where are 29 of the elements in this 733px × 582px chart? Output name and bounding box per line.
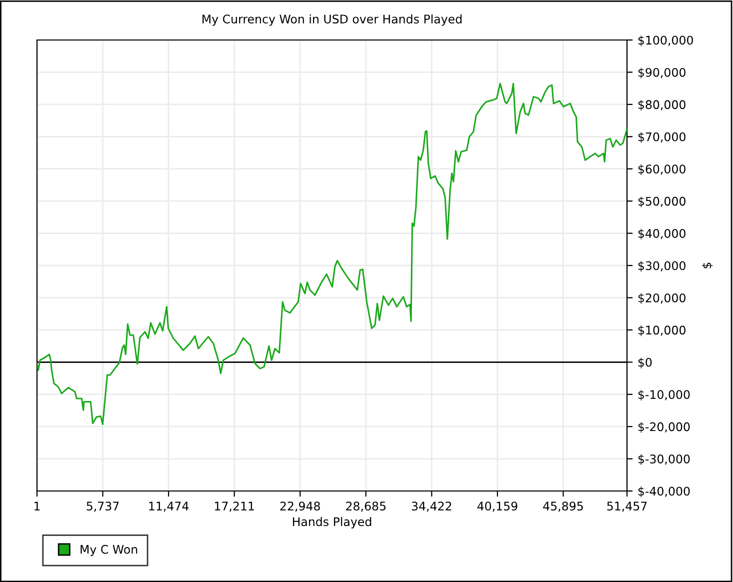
legend-label: My C Won: [80, 544, 138, 556]
y-tick-label: $10,000: [638, 325, 686, 336]
x-tick-label: 17,211: [214, 502, 254, 512]
y-tick-label: $-20,000: [638, 422, 690, 433]
y-tick-label: $80,000: [638, 100, 686, 111]
y-tick-label: $20,000: [638, 293, 686, 304]
y-tick-label: $90,000: [638, 68, 686, 78]
x-tick-label: 28,685: [346, 502, 386, 512]
y-tick-label: $40,000: [638, 228, 686, 240]
x-axis-title: Hands Played: [292, 517, 372, 528]
y-tick-label: $-30,000: [638, 454, 690, 466]
x-tick-label: 45,895: [543, 502, 583, 512]
y-tick-label: $0: [638, 358, 652, 368]
y-axis-title: $: [702, 262, 713, 268]
y-tick-label: $50,000: [638, 196, 686, 208]
y-tick-label: $70,000: [638, 132, 686, 143]
y-tick-label: $60,000: [638, 164, 686, 176]
x-tick-label: 11,474: [149, 502, 189, 512]
x-tick-label: 5,737: [86, 502, 119, 512]
x-tick-label: 22,948: [280, 502, 320, 512]
y-tick-label: $-10,000: [638, 390, 690, 401]
x-tick-label: 1: [34, 502, 40, 510]
y-tick-label: $100,000: [638, 36, 693, 46]
x-tick-label: 40,159: [477, 502, 518, 512]
x-tick-label: 34,422: [412, 502, 452, 512]
chart-title: My Currency Won in USD over Hands Played: [202, 14, 462, 26]
y-tick-label: $-40,000: [638, 486, 690, 498]
y-tick-label: $30,000: [638, 261, 686, 272]
x-tick-label: 51,457: [607, 502, 647, 512]
